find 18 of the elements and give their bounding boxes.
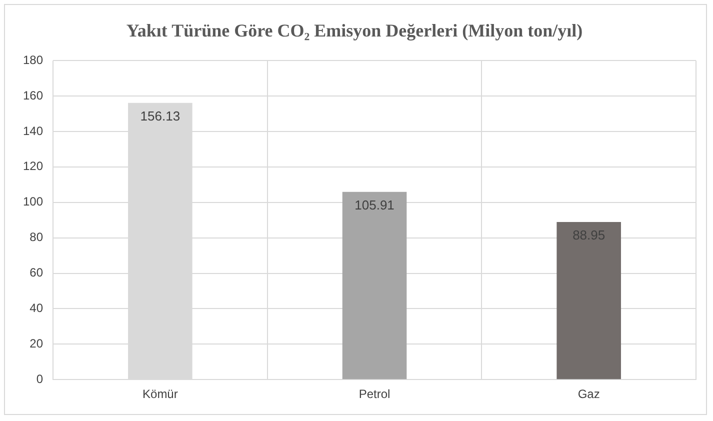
x-tick-label: Petrol: [358, 387, 390, 402]
y-tick-label: 140: [22, 124, 44, 138]
data-label: 105.91: [354, 197, 394, 212]
x-tick-label: Gaz: [578, 387, 600, 402]
y-tick-label: 40: [30, 301, 44, 316]
y-tick-label: 80: [30, 230, 44, 244]
y-tick-label: 20: [30, 336, 44, 350]
y-tick-label: 120: [22, 159, 44, 174]
chart-title: Yakıt Türüne Göre CO₂ Emisyon Değerleri (Milyon ton/yıl): [126, 20, 583, 40]
y-tick-label: 160: [22, 88, 44, 102]
data-label: 156.13: [140, 108, 180, 124]
bar: [342, 192, 407, 380]
y-tick-label: 0: [36, 372, 44, 386]
y-tick-label: 180: [22, 52, 44, 67]
x-tick-label: Kömür: [142, 387, 178, 402]
bar: [556, 222, 621, 380]
y-tick-label: 60: [30, 266, 44, 280]
y-tick-label: 100: [22, 194, 44, 209]
